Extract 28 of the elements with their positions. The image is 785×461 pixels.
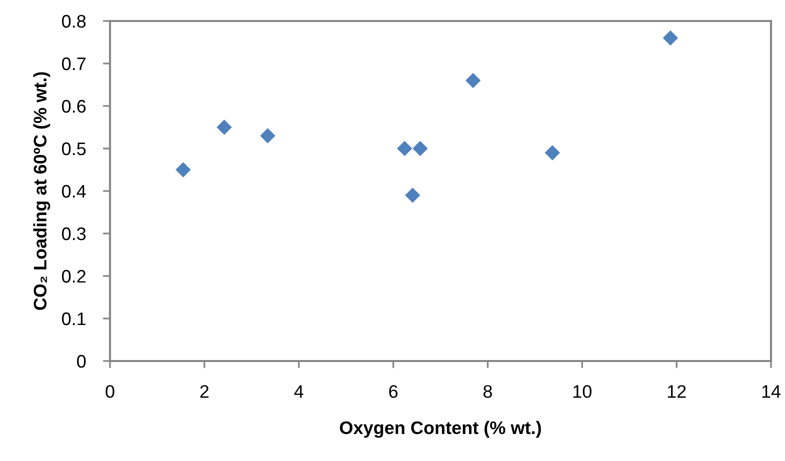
- y-tick-label: 0.2: [62, 270, 86, 283]
- x-tick-label: 4: [294, 385, 304, 398]
- y-tick-label: 0.5: [62, 142, 86, 156]
- point: [544, 145, 560, 160]
- y-axis-title: CO₂ Loading at 60ºC (% wt.): [33, 72, 50, 310]
- y-tick-label: 0.3: [62, 227, 86, 240]
- y-tick-label: 0.6: [62, 100, 86, 113]
- point: [412, 140, 428, 156]
- x-tick-label: 14: [762, 385, 781, 398]
- y-tick-label: 0: [77, 354, 86, 368]
- y-tick-label: 0.4: [62, 184, 86, 198]
- point: [405, 188, 420, 203]
- y-tick-label: 0.8: [62, 14, 86, 28]
- point: [216, 120, 232, 135]
- x-tick-label: 0: [106, 385, 114, 398]
- point: [397, 140, 412, 156]
- point: [260, 128, 276, 144]
- y-tick-label: 0.7: [62, 57, 86, 70]
- x-axis-title: Oxygen Content (% wt.): [340, 420, 541, 438]
- x-tick-label: 12: [668, 385, 686, 398]
- point: [176, 162, 191, 178]
- x-tick-label: 8: [483, 385, 492, 398]
- y-tick-label: 0.1: [62, 312, 86, 326]
- x-tick-label: 6: [389, 385, 398, 398]
- point: [662, 30, 678, 46]
- x-tick-label: 10: [573, 385, 592, 398]
- point: [465, 72, 481, 88]
- x-tick-label: 2: [200, 385, 209, 398]
